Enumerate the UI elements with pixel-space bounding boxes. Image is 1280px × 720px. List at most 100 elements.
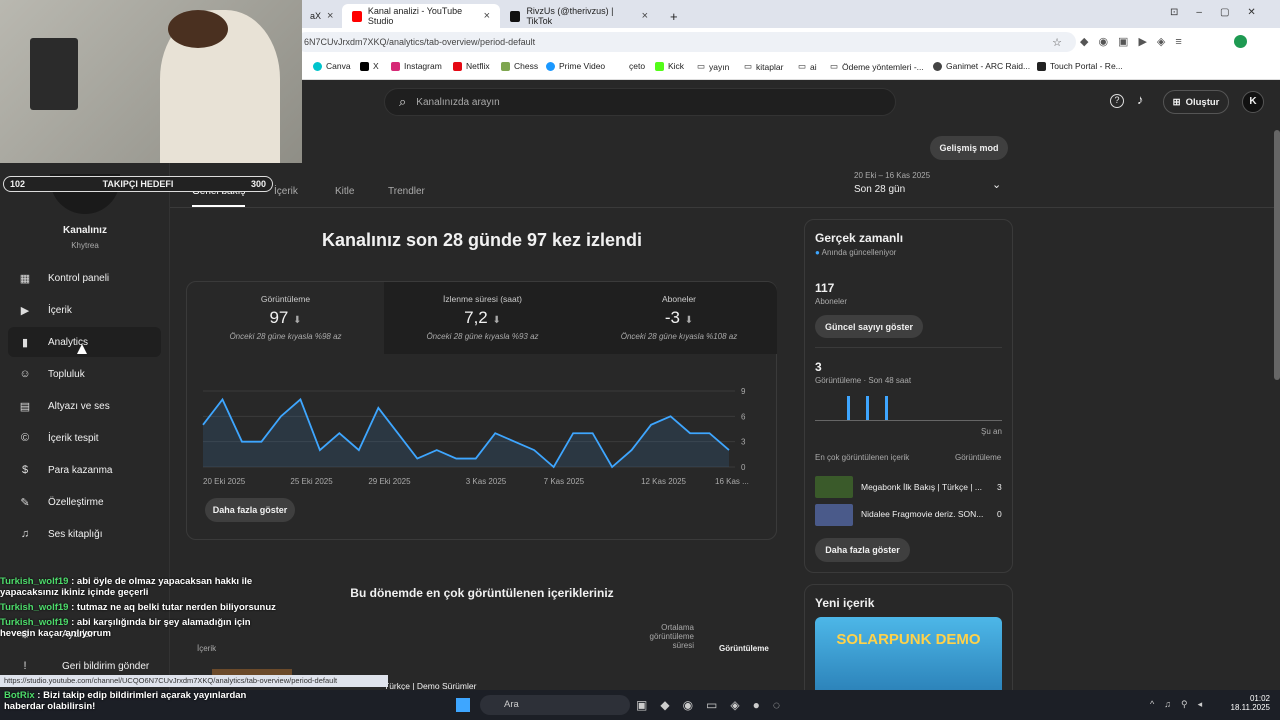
bookmark-kick[interactable]: Kick <box>655 61 684 71</box>
sidebar-item-audio-library[interactable]: ♫ Ses kitaplığı <box>8 519 161 549</box>
channel-handle: Khytrea <box>71 241 99 250</box>
tab-content[interactable]: İçerik <box>274 186 298 197</box>
bookmark-prime[interactable]: Prime Video <box>546 61 605 71</box>
top-video-title[interactable]: Nidalee Fragmovie deriz. SON... <box>861 509 984 519</box>
top-video-title[interactable]: Megabonk İlk Bakış | Türkçe | ... <box>861 482 982 492</box>
top-content-title: Bu dönemde en çok görüntülenen içerikler… <box>350 586 614 600</box>
chat-user: Turkish_wolf19 <box>0 602 69 613</box>
divider <box>815 347 1002 348</box>
analytics-main: Gelişmiş mod Genel bakış İçerik Kitle Tr… <box>170 124 1274 704</box>
sidebar-item-feedback[interactable]: ! Geri bildirim gönder <box>8 651 161 681</box>
sidebar-item-customization[interactable]: ✎ Özelleştirme <box>8 487 161 517</box>
close-icon[interactable]: × <box>483 10 490 22</box>
scrollbar[interactable] <box>1274 124 1280 690</box>
bookmark-touch-portal[interactable]: Touch Portal - Re... <box>1037 61 1123 71</box>
bookmark-ganimet[interactable]: Ganimet - ARC Raid... <box>933 61 1030 71</box>
views-line-chart[interactable]: 0 3 6 9 20 Eki 2025 25 Eki 2025 29 Eki 2025 3 K… <box>187 377 777 492</box>
bookmark-kitaplar[interactable]: ▭ kitaplar <box>744 61 783 72</box>
tab-youtube-studio[interactable]: Kanal analizi - YouTube Studio × <box>342 4 500 28</box>
create-button[interactable]: ⊞ Oluştur <box>1163 90 1229 114</box>
realtime-bar <box>865 396 869 420</box>
streamer-hair <box>168 10 228 48</box>
tab-partial[interactable]: aX × <box>300 4 340 28</box>
sidebar-item-content[interactable]: ▶ İçerik <box>8 295 161 325</box>
bookmark-ceto[interactable]: çeto <box>629 61 645 71</box>
table-row-title[interactable]: Türkçe | Demo Sürümler <box>384 681 477 691</box>
page-headline: Kanalınız son 28 günde 97 kez izlendi <box>321 230 643 250</box>
x-tick-label: 12 Kas 2025 <box>641 477 686 486</box>
metric-subscribers[interactable]: Aboneler -3 ⬇ Önceki 28 güne kıyasla %108 … <box>581 282 777 354</box>
show-current-count-button[interactable]: Güncel sayıyı göster <box>815 315 923 338</box>
sidebar-item-dashboard[interactable]: ▦ Kontrol paneli <box>8 263 161 293</box>
chat-user: Turkish_wolf19 <box>0 617 69 628</box>
extension-icons[interactable]: ◆◉▣▶◈≡ <box>1080 36 1192 48</box>
url-field[interactable]: 6N7CUvJrxdm7XKQ/analytics/tab-overview/p… <box>296 32 1076 52</box>
window-controls[interactable]: ⊡–▢✕ <box>1170 7 1274 18</box>
realtime-title: Gerçek zamanlı <box>815 231 904 245</box>
bookmark-label: çeto <box>629 61 646 71</box>
close-icon[interactable]: × <box>327 10 334 22</box>
realtime-now-label: Şu an <box>981 427 1002 436</box>
chevron-down-icon[interactable]: ⌄ <box>992 179 1002 191</box>
bookmark-canva[interactable]: Canva <box>313 61 351 71</box>
bookmark-x[interactable]: X <box>360 61 379 71</box>
account-avatar[interactable]: K <box>1242 91 1264 113</box>
video-thumbnail[interactable] <box>815 504 853 526</box>
windows-start-icon[interactable] <box>456 698 470 712</box>
new-content-thumbnail[interactable]: SOLARPUNK DEMO <box>815 617 1002 697</box>
star-icon[interactable]: ☆ <box>1052 36 1062 49</box>
tray-icons[interactable]: ^♫⚲◂ <box>1150 699 1213 709</box>
period-select[interactable]: Son 28 gün <box>854 184 906 195</box>
sidebar-item-copyright[interactable]: © İçerik tespit <box>8 423 161 453</box>
bookmark-chess[interactable]: Chess <box>501 61 538 71</box>
bookmark-label: X <box>373 61 379 71</box>
series-line[interactable] <box>202 397 730 469</box>
bookmark-label: Instagram <box>404 61 442 71</box>
bookmark-instagram[interactable]: Instagram <box>391 61 442 71</box>
bookmark-netflix[interactable]: Netflix <box>453 61 490 71</box>
show-more-button[interactable]: Daha fazla göster <box>205 498 295 522</box>
sidebar-item-subtitles[interactable]: ▤ Altyazı ve ses <box>8 391 161 421</box>
tab-trends[interactable]: Trendler <box>388 186 425 197</box>
realtime-bar <box>884 396 888 420</box>
tiktok-icon <box>510 10 521 22</box>
folder-icon: ▭ <box>830 61 839 71</box>
realtime-show-more-button[interactable]: Daha fazla göster <box>815 538 910 562</box>
metric-value: -3 <box>664 308 680 327</box>
chat-message: Turkish_wolf19 : tutmaz ne aq belki tuta… <box>0 602 276 613</box>
dollar-icon: $ <box>21 464 29 476</box>
bookmark-odeme[interactable]: ▭ Ödeme yöntemleri -... <box>830 61 924 72</box>
goal-label: TAKIPÇI HEDEFI <box>102 179 174 189</box>
help-icon[interactable]: ? <box>1110 94 1124 108</box>
tab-tiktok[interactable]: RivzUs (@therivzus) | TikTok × <box>500 4 658 28</box>
video-thumbnail[interactable] <box>815 476 853 498</box>
bookmark-ai[interactable]: ▭ ai <box>798 61 817 72</box>
tab-audience[interactable]: Kitle <box>335 186 355 197</box>
clock-time: 01:02 <box>1249 694 1270 703</box>
metric-views[interactable]: Görüntüleme 97 ⬇ Önceki 28 güne kıyasla %9… <box>187 282 384 354</box>
profile-avatar[interactable] <box>1234 35 1247 48</box>
taskbar-app-icons[interactable]: ▣◆◉▭◈●◌ <box>636 698 793 712</box>
gear-icon: ⚙ <box>20 628 30 641</box>
bookmark-yayin[interactable]: ▭ yayın <box>697 61 729 72</box>
channel-name: Kanalınız <box>63 225 107 236</box>
close-icon[interactable]: × <box>641 10 648 22</box>
x-tick-label: 16 Kas ... <box>715 477 749 486</box>
down-arrow-icon: ⬇ <box>293 315 302 326</box>
clock[interactable]: 01:02 18.11.2025 <box>1226 694 1270 712</box>
metric-watch-time[interactable]: İzlenme süresi (saat) 7,2 ⬇ Önceki 28 güne… <box>384 282 581 354</box>
new-tab-button[interactable]: + <box>670 8 678 24</box>
search-input[interactable]: ⌕ Kanalınızda arayın <box>384 88 896 116</box>
col-header-views[interactable]: Görüntüleme <box>719 644 769 653</box>
taskbar-search-label: Ara <box>504 699 519 710</box>
sidebar-item-community[interactable]: ☺ Topluluk <box>8 359 161 389</box>
advanced-mode-button[interactable]: Gelişmiş mod <box>930 136 1008 160</box>
taskbar-search[interactable]: Ara <box>480 695 630 715</box>
sidebar-item-settings[interactable]: ⚙ Ayarlar <box>8 619 161 649</box>
bookmark-label: ai <box>810 61 817 72</box>
realtime-bar-chart[interactable] <box>815 396 1002 421</box>
sidebar-item-monetization[interactable]: $ Para kazanma <box>8 455 161 485</box>
instagram-icon <box>391 61 400 71</box>
bell-icon[interactable]: ♪ <box>1137 92 1144 107</box>
realtime-bar <box>846 396 850 420</box>
